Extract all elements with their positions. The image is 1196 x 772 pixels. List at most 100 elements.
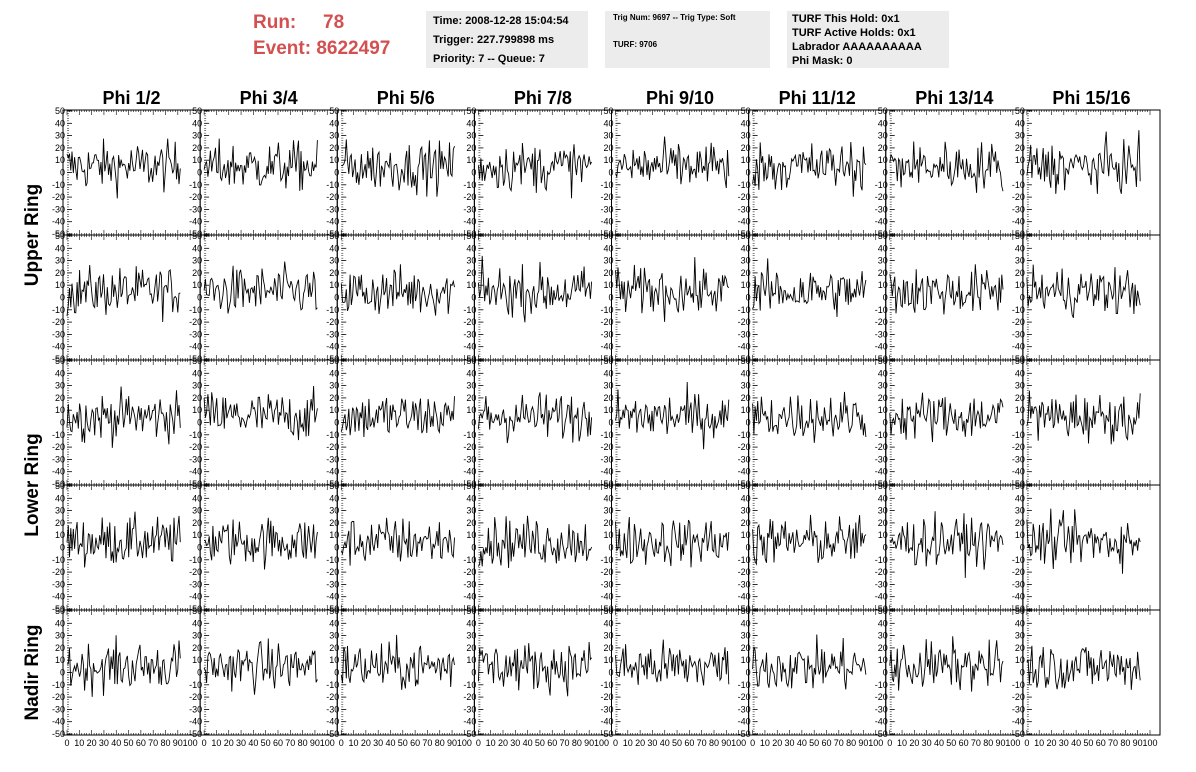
waveform-panel: -50 -40 -30 -20 -10 0 10 20 30 40 50 [326, 481, 475, 614]
y-tick-label: 40 [329, 618, 339, 628]
y-tick-label: -40 [326, 342, 339, 352]
y-tick-label: -50 [189, 479, 202, 489]
y-tick-label: -10 [52, 305, 65, 315]
y-tick-label: 50 [741, 231, 751, 241]
x-tick-label: 90 [173, 738, 183, 748]
y-tick-label: -30 [463, 704, 476, 714]
turf-hold-text: TURF This Hold: 0x1 [792, 13, 900, 25]
panel-frame [748, 109, 887, 236]
panel-frame [473, 609, 612, 736]
waveform-panel: -50 -40 -30 -20 -10 0 10 20 30 40 50 [326, 106, 475, 239]
y-tick-label: 50 [55, 231, 65, 241]
y-tick-label: -10 [463, 180, 476, 190]
y-tick-label: 40 [192, 493, 202, 503]
column-title: Phi 13/14 [915, 88, 993, 108]
y-tick-label: -20 [52, 442, 65, 452]
y-tick-label: 40 [603, 243, 613, 253]
y-tick-label: 20 [466, 268, 476, 278]
y-tick-label: 40 [603, 118, 613, 128]
y-tick-label: -50 [600, 229, 613, 239]
y-tick-label: 30 [603, 631, 613, 641]
y-tick-label: 10 [329, 280, 339, 290]
waveform-panel: -50 -40 -30 -20 -10 0 10 20 30 40 50 [463, 231, 612, 364]
y-tick-label: 30 [329, 256, 339, 266]
waveform-trace [203, 138, 318, 191]
y-tick-label: 30 [466, 381, 476, 391]
x-tick-label: 50 [124, 738, 134, 748]
x-tick-label: 40 [385, 738, 395, 748]
y-tick-label: -30 [189, 329, 202, 339]
y-tick-label: 50 [466, 106, 476, 116]
y-tick-label: 50 [55, 106, 65, 116]
y-tick-label: 10 [192, 530, 202, 540]
waveform-trace [752, 141, 867, 197]
y-tick-label: 40 [192, 243, 202, 253]
x-tick-label: 20 [361, 738, 371, 748]
y-tick-label: 40 [466, 243, 476, 253]
y-tick-label: -20 [52, 567, 65, 577]
waveform-trace [615, 257, 730, 322]
panel-frame [336, 234, 475, 361]
turf-info-box: TURF This Hold: 0x1 TURF Active Holds: 0… [787, 11, 949, 68]
y-tick-label: -50 [189, 604, 202, 614]
x-tick-label: 50 [672, 738, 682, 748]
waveform-panel: -50 -40 -30 -20 -10 0 10 20 30 40 50 [326, 231, 475, 364]
run-value: 78 [323, 12, 345, 33]
x-tick-label: 100 [457, 738, 472, 748]
waveform-trace [341, 139, 455, 197]
y-tick-label: -40 [463, 217, 476, 227]
column-title: Phi 11/12 [779, 88, 856, 108]
y-tick-label: 20 [329, 393, 339, 403]
x-tick-label: 20 [498, 738, 508, 748]
y-tick-label: -10 [189, 430, 202, 440]
y-tick-label: -20 [463, 192, 476, 202]
y-tick-label: -30 [463, 329, 476, 339]
waveform-panel: -50 -40 -30 -20 -10 0 10 20 30 40 50 [463, 481, 612, 614]
x-tick-label: 40 [111, 738, 121, 748]
y-tick-label: -30 [52, 329, 65, 339]
y-tick-label: -20 [326, 567, 339, 577]
y-tick-label: -10 [600, 680, 613, 690]
time-info-box: Time: 2008-12-28 15:04:54 Trigger: 227.7… [426, 11, 588, 68]
trigger-info-box: Trig Num: 9697 -- Trig Type: Soft TURF: … [605, 11, 770, 68]
y-tick-label: 0 [608, 418, 613, 428]
y-tick-label: 30 [466, 256, 476, 266]
y-tick-label: 10 [741, 405, 751, 415]
y-tick-label: 30 [192, 631, 202, 641]
x-tick-label: 50 [398, 738, 408, 748]
waveform-trace [66, 138, 181, 199]
y-tick-label: 50 [603, 481, 613, 491]
y-tick-label: 40 [466, 368, 476, 378]
y-tick-label: -10 [600, 180, 613, 190]
y-tick-label: 0 [471, 418, 476, 428]
y-tick-label: -30 [600, 329, 613, 339]
waveform-panel: -50 -40 -30 -20 -10 0 10 20 30 40 50 [738, 231, 887, 364]
y-tick-label: -30 [326, 704, 339, 714]
y-tick-label: 20 [741, 268, 751, 278]
y-tick-label: 20 [192, 393, 202, 403]
y-tick-label: 50 [55, 481, 65, 491]
y-tick-label: -20 [52, 317, 65, 327]
event-label: Event: [253, 38, 312, 59]
y-tick-label: 30 [603, 506, 613, 516]
y-tick-label: 0 [197, 668, 202, 678]
y-tick-label: -10 [52, 430, 65, 440]
y-tick-label: 40 [329, 368, 339, 378]
y-tick-label: -40 [52, 217, 65, 227]
y-tick-label: 20 [466, 143, 476, 153]
x-tick-label: 40 [660, 738, 670, 748]
y-tick-label: -40 [463, 717, 476, 727]
y-tick-label: 50 [466, 481, 476, 491]
y-tick-label: -40 [738, 342, 751, 352]
column-title: Phi 1/2 [103, 88, 161, 108]
x-tick-label: 10 [74, 738, 84, 748]
waveform-trace [477, 255, 593, 323]
y-tick-label: -30 [738, 454, 751, 464]
waveform-panel: -50 -40 -30 -20 -10 0 10 20 30 40 50 [52, 356, 201, 489]
y-tick-label: -10 [463, 680, 476, 690]
y-tick-label: 0 [334, 168, 339, 178]
x-tick-label: 70 [422, 738, 432, 748]
y-tick-label: -40 [600, 217, 613, 227]
y-tick-label: 20 [55, 268, 65, 278]
